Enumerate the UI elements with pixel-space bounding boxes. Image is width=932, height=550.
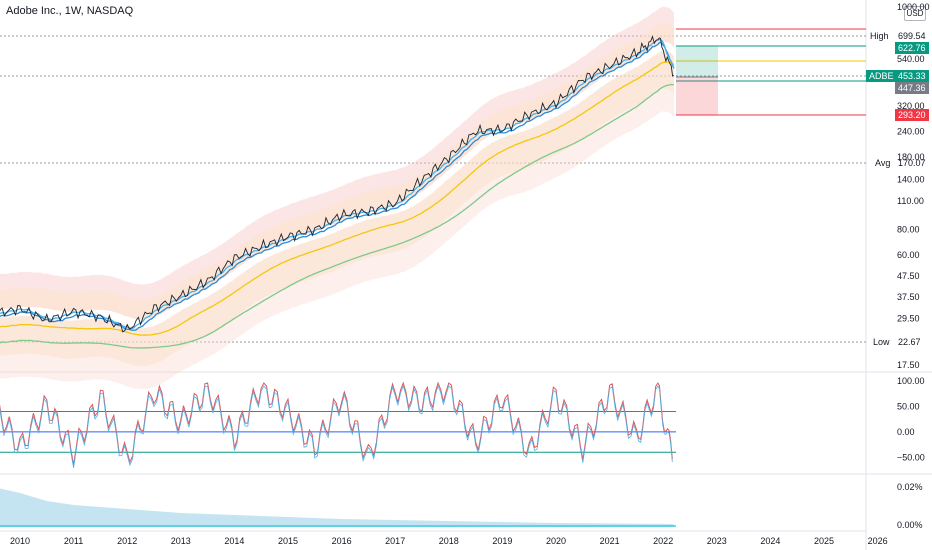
price-axis-label: 240.00 [897, 126, 925, 136]
price-axis-label: 17.50 [897, 360, 920, 370]
percent-axis-label: 0.02% [897, 482, 923, 492]
price-axis-label: 180.00 [897, 152, 925, 162]
target-price-tag: 622.76 [895, 42, 929, 54]
prev-price-tag: 447.36 [895, 82, 929, 94]
time-axis-label: 2010 [10, 536, 30, 546]
ma-long-line [0, 83, 674, 349]
time-axis-label: 2022 [653, 536, 673, 546]
oscillator-pane [0, 381, 676, 468]
time-axis-label: 2012 [117, 536, 137, 546]
percent-pane [0, 488, 676, 527]
time-axis-label: 2016 [332, 536, 352, 546]
time-axis-label: 2020 [546, 536, 566, 546]
time-axis-label: 2011 [64, 536, 83, 546]
time-axis-label: 2024 [760, 536, 780, 546]
price-axis-label: 110.00 [897, 196, 924, 206]
time-axis-label: 2025 [814, 536, 834, 546]
lower-band-outer [0, 50, 674, 390]
time-axis: 2010 2011 2012 2013 2014 2015 2016 2017 2018 2019… [10, 536, 888, 546]
time-axis-label: 2023 [707, 536, 727, 546]
ma-mid-line [0, 61, 675, 336]
position-loss-zone[interactable] [676, 77, 718, 115]
ma-short-line-1 [0, 41, 675, 332]
percent-area [0, 488, 674, 527]
price-axis-label: 47.50 [897, 271, 920, 281]
price-axis-label: 37.50 [897, 292, 920, 302]
avg-value: 170.07 [898, 158, 926, 168]
high-value: 699.54 [898, 31, 926, 41]
price-axis-label: 1000.00 [897, 2, 930, 12]
symbol-tag: ADBE [866, 70, 897, 82]
envelope-bands [0, 6, 674, 390]
low-value: 22.67 [898, 337, 921, 347]
percent-axis-label: 0.00% [897, 520, 923, 530]
price-line [0, 35, 675, 333]
price-axis-label: 540.00 [897, 54, 925, 64]
price-axis: 1000.00 540.00 320.00 240.00 180.00 140.00 110… [897, 2, 930, 530]
price-axis-label: 29.50 [897, 314, 920, 324]
upper-band-outer [0, 6, 674, 320]
time-axis-label: 2017 [385, 536, 405, 546]
avg-label: Avg [875, 158, 891, 168]
price-axis-label: 320.00 [897, 101, 925, 111]
osc-axis-label: 0.00 [897, 427, 915, 437]
chart-title: Adobe Inc., 1W, NASDAQ [6, 5, 134, 17]
high-label: High [870, 31, 889, 41]
time-axis-label: 2019 [492, 536, 512, 546]
lower-band-inner [0, 50, 674, 367]
osc-line-red [0, 381, 673, 465]
time-axis-label: 2013 [171, 536, 191, 546]
currency-button[interactable]: USD [904, 6, 926, 21]
osc-axis-label: 100.00 [897, 376, 925, 386]
price-axis-label: 140.00 [897, 175, 925, 185]
osc-axis-label: 50.00 [897, 401, 920, 411]
position-profit-zone[interactable] [676, 46, 718, 77]
time-axis-label: 2026 [868, 536, 888, 546]
price-axis-label: 60.00 [897, 250, 920, 260]
time-axis-label: 2021 [600, 536, 620, 546]
osc-line-blue [0, 384, 673, 468]
time-axis-label: 2015 [278, 536, 298, 546]
stop-price-tag: 293.20 [895, 109, 929, 121]
price-series [0, 35, 675, 333]
time-axis-label: 2014 [224, 536, 244, 546]
last-price-tag: 453.33 [895, 70, 929, 82]
time-axis-label: 2018 [439, 536, 459, 546]
osc-axis-label: −50.00 [897, 452, 925, 462]
price-axis-label: 80.00 [897, 224, 920, 234]
low-label: Low [873, 337, 890, 347]
